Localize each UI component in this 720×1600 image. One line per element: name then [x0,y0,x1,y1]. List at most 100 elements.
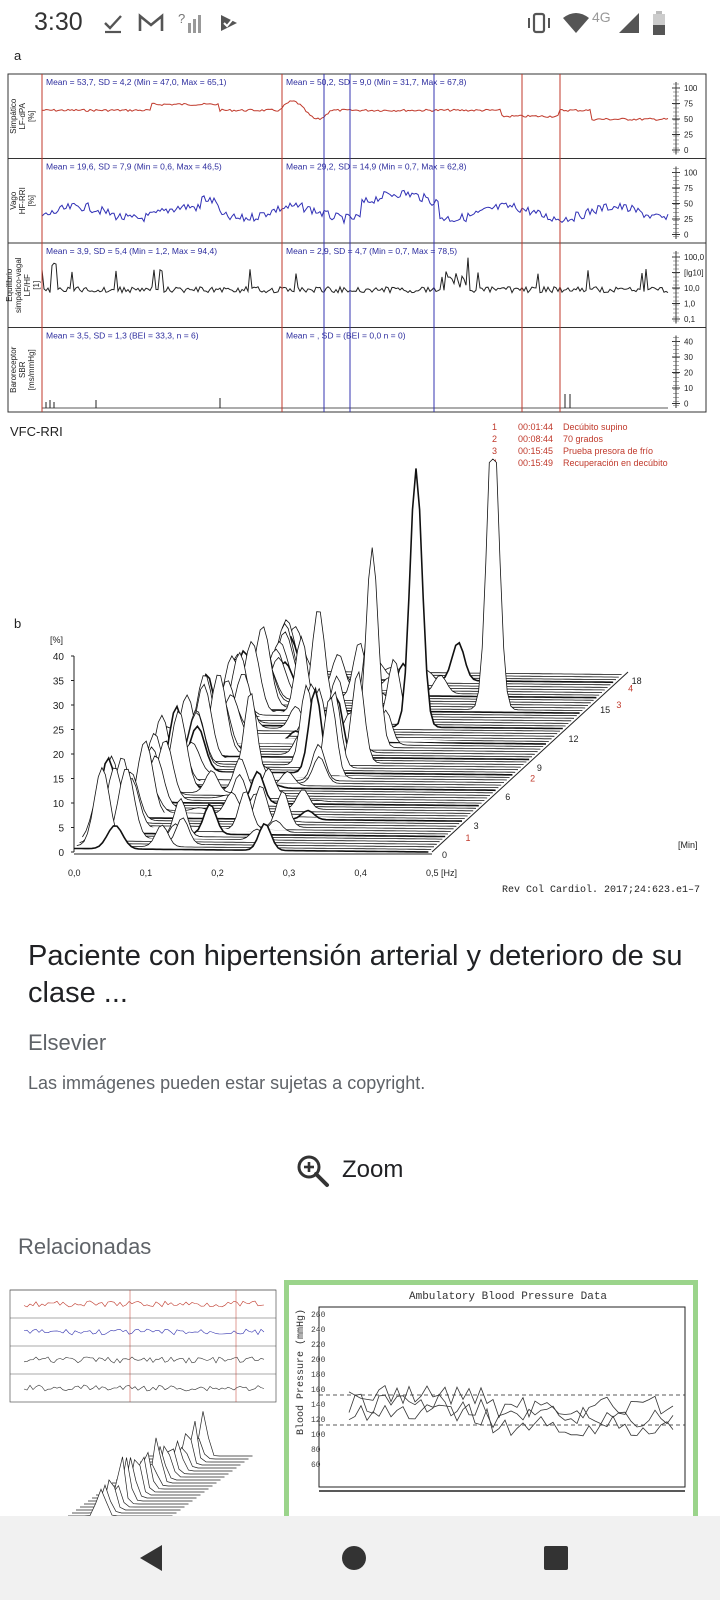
thumb2-series [348,1384,674,1419]
thumb2-ytick: 80 [311,1446,321,1455]
thumb2-ytick: 60 [311,1461,321,1470]
navigation-bar [0,1516,720,1600]
tick-label: 25 [684,131,693,140]
tick-label: 0 [684,400,689,409]
event-time: 00:01:44 [518,422,553,432]
x-tick-label: 0,3 [283,868,296,878]
vibrate-icon [528,12,550,34]
tick-label: 0 [684,146,689,155]
copyright-notice: Las immágenes pueden estar sujetas a cop… [28,1073,426,1093]
stats-right: Mean = 50,2, SD = 9,0 (Min = 31,7, Max =… [286,77,467,87]
row-ylabel-line: Vago [9,191,18,210]
gmail-icon [138,13,164,31]
spectrum-curve [213,655,569,724]
thumb2-ytick: 120 [311,1416,326,1425]
row-ylabel: Equilibrio simpático-vagal LF/HF [1] [5,257,41,313]
thumb1-spectrum [68,1488,173,1516]
thumb2-ytick: 180 [311,1371,326,1380]
thumb2-ytick: 140 [311,1401,326,1410]
event-num: 2 [492,434,497,444]
thumbnail-2-title: Ambulatory Blood Pressure Data [409,1291,607,1303]
thumb2-ytick: 200 [311,1356,326,1365]
stats-left: Mean = 3,9, SD = 5,4 (Min = 1,2, Max = 9… [46,246,217,256]
y-unit: [%] [50,635,63,645]
y-tick-label: 35 [53,677,65,688]
no-signal-icon: ? [178,11,201,33]
panel-a: Simpático LF-dPA [%] Mean = 53,7, SD = 4,2 … [5,73,707,413]
related-thumbnail-1[interactable] [8,1280,280,1516]
z-tick-label: 3 [474,821,479,831]
event-num: 1 [492,422,497,432]
tick-label: 10,0 [684,284,700,293]
spectrum-curve [163,690,519,771]
row-ylabel-line: LF-dPA [18,102,27,129]
x-tick-label: 0,1 [140,868,153,878]
y-tick-label: 5 [58,824,64,835]
signal-icon [619,13,639,33]
row-ylabel: Vago HF-RRI [%] [9,187,36,214]
stats-right: Mean = 2,9, SD = 4,7 (Min = 0,7, Max = 7… [286,246,457,256]
tick-label: 100 [684,84,698,93]
check-icon [104,15,122,34]
y-tick-label: 30 [53,701,65,712]
tick-label: 75 [684,100,693,109]
event-mark: 4 [628,683,633,693]
tick-label: 0 [684,231,689,240]
tick-label: 1,0 [684,300,696,309]
tick-label: 0,1 [684,315,696,324]
z-tick-label: 15 [600,705,610,715]
z-tick-label: 6 [505,792,510,802]
result-image[interactable]: a Simpático LF-dPA [%] Mean = 53,7, SD = 4,… [0,44,720,914]
row-ylabel: Baroreceptor SBR [ms/mmHg] [9,346,36,393]
y-tick-label: 10 [53,799,65,810]
stats-left: Mean = 53,7, SD = 4,2 (Min = 47,0, Max =… [46,77,227,87]
row-ylabel-line: Baroreceptor [9,346,18,393]
panel-b-label: b [14,616,21,631]
thumbnail-1-graphic [9,1289,277,1516]
event-desc: Recuperación en decúbito [563,458,668,468]
z-unit: [Min] [678,840,698,850]
spectrum-curve [168,670,524,765]
thumb2-series [348,1393,674,1429]
y-tick-label: 25 [53,726,65,737]
row-ylabel-line: Equilibrio [5,268,14,301]
tick-label: 40 [684,338,693,347]
event-time: 00:15:49 [518,458,553,468]
tick-label: 100 [684,169,698,178]
stats-right: Mean = , SD = (BEI = 0,0 n = 0) [286,331,406,341]
x-tick-label: 0,5 [Hz] [426,868,457,878]
row-ylabel: Simpático LF-dPA [%] [9,98,36,134]
svg-text:?: ? [178,11,185,26]
related-thumbnail-2[interactable]: Ambulatory Blood Pressure Data Blood Pre… [284,1280,698,1516]
battery-icon [653,11,665,35]
thumb1-trace [23,1356,265,1364]
row-trace [41,100,669,121]
thumb2-ytick: 220 [311,1341,326,1350]
stats-left: Mean = 3,5, SD = 1,3 (BEI = 33,3, n = 6) [46,331,199,341]
y-tick-label: 20 [53,750,65,761]
stats-right: Mean = 29,2, SD = 14,9 (Min = 0,7, Max =… [286,162,467,172]
event-mark: 2 [530,773,535,783]
zoom-label: Zoom [342,1156,404,1183]
tick-label: [lg10] [684,269,704,278]
row-ylabel-line: [1] [32,281,41,290]
result-source[interactable]: Elsevier [28,1030,107,1055]
z-tick-label: 0 [442,850,447,860]
thumbnail-2-graphic: Ambulatory Blood Pressure Data Blood Pre… [295,1291,686,1492]
tick-label: 20 [684,369,693,378]
event-time: 00:15:45 [518,446,553,456]
x-tick-label: 0,2 [211,868,224,878]
thumb2-series [348,1403,674,1437]
recents-icon[interactable] [536,1538,576,1578]
status-time: 3:30 [34,8,83,36]
x-tick-label: 0,0 [68,868,81,878]
zoom-button[interactable]: Zoom [296,1148,436,1192]
home-icon[interactable] [334,1538,374,1578]
y-tick-label: 0 [58,848,64,859]
event-mark: 1 [465,833,470,843]
row-trace [41,257,669,295]
result-title[interactable]: Paciente con hipertensión arterial y det… [28,940,683,1009]
row-ylabel-line: LF/HF [23,274,32,296]
network-type: 4G [592,9,611,25]
back-icon[interactable] [132,1538,172,1578]
